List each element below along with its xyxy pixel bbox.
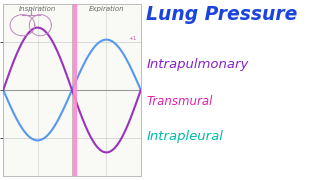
Text: Lung Pressure: Lung Pressure <box>146 5 298 24</box>
Text: +1: +1 <box>128 36 137 41</box>
Text: Transmural: Transmural <box>146 95 212 108</box>
Text: Expiration: Expiration <box>89 6 124 12</box>
Text: Intrapulmonary: Intrapulmonary <box>146 58 249 71</box>
Text: Inspiration: Inspiration <box>19 6 56 12</box>
Text: Intrapleural: Intrapleural <box>146 130 223 143</box>
